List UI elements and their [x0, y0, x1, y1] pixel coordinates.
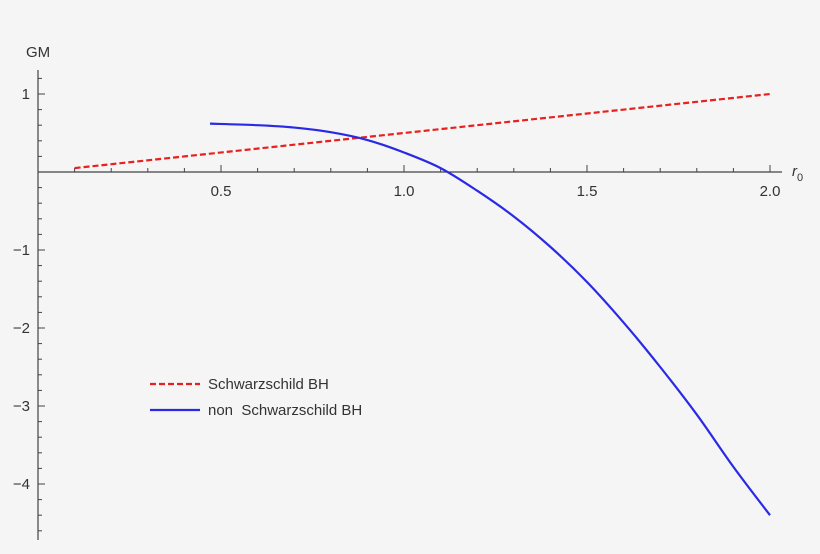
x-tick-label: 0.5 [211, 183, 232, 200]
y-tick-label: −2 [13, 320, 30, 337]
x-axis-label-main: r [792, 163, 798, 180]
y-tick-label: −4 [13, 476, 30, 493]
series-line-schwarzschild [74, 92, 771, 170]
x-tick-label: 2.0 [760, 183, 781, 200]
y-axis-label: GM [26, 44, 50, 61]
legend-label-schwarzschild: Schwarzschild BH [208, 376, 329, 393]
y-ticks: 1 −1 −2 −3 −4 [13, 86, 30, 493]
series-line-non-schwarzschild [209, 122, 771, 516]
legend: Schwarzschild BH non Schwarzschild BH [150, 376, 362, 419]
y-tick-label: 1 [22, 86, 30, 103]
y-minor-ticks [38, 77, 45, 532]
series-layer [74, 92, 771, 516]
x-ticks: 0.5 1.0 1.5 2.0 [211, 183, 781, 200]
x-axis-label: r0 [792, 163, 803, 184]
axes: 0.5 1.0 1.5 2.0 1 −1 −2 −3 −4 [13, 70, 782, 540]
y-tick-label: −3 [13, 398, 30, 415]
y-tick-label: −1 [13, 242, 30, 259]
x-minor-ticks [74, 165, 771, 172]
legend-label-non-schwarzschild: non Schwarzschild BH [208, 402, 362, 419]
x-tick-label: 1.0 [394, 183, 415, 200]
x-axis-label-subscript: 0 [797, 172, 803, 184]
x-tick-label: 1.5 [577, 183, 598, 200]
